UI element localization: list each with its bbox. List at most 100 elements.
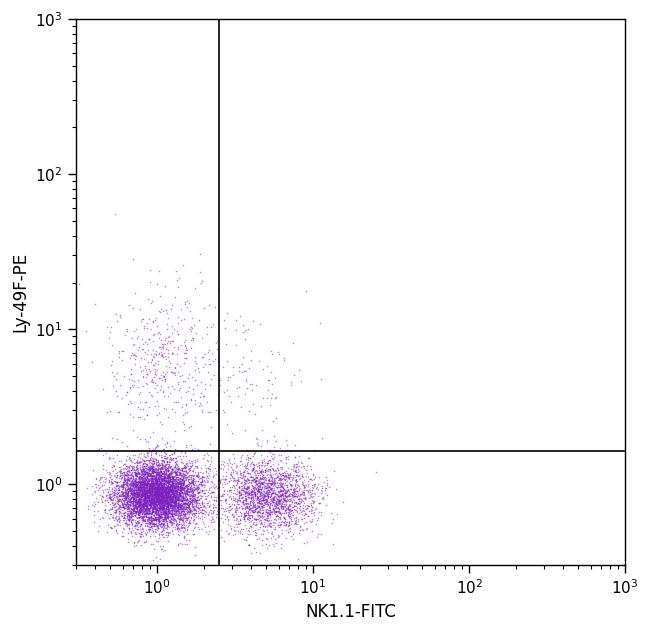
- Point: [146, 450, 157, 460]
- Point: [265, 500, 275, 510]
- Point: [162, 466, 173, 476]
- Point: [139, 485, 150, 495]
- Point: [236, 473, 246, 483]
- Point: [154, 463, 164, 473]
- Point: [173, 492, 183, 502]
- Point: [162, 496, 173, 506]
- Point: [174, 517, 185, 527]
- Point: [152, 470, 162, 480]
- Point: [283, 489, 294, 499]
- Point: [148, 470, 158, 480]
- Point: [148, 502, 159, 512]
- Point: [164, 445, 174, 455]
- Point: [170, 468, 181, 478]
- Point: [168, 485, 179, 495]
- Point: [265, 522, 276, 532]
- Point: [157, 497, 167, 507]
- Point: [170, 506, 180, 516]
- Point: [108, 512, 118, 522]
- Point: [148, 485, 159, 495]
- Point: [194, 487, 204, 497]
- Point: [89, 501, 99, 511]
- Point: [164, 473, 174, 483]
- Point: [157, 483, 167, 494]
- Point: [165, 505, 176, 515]
- Point: [226, 466, 236, 477]
- Point: [144, 497, 155, 507]
- Point: [138, 314, 148, 324]
- Point: [241, 494, 252, 504]
- Point: [177, 516, 188, 526]
- Point: [231, 484, 242, 494]
- Point: [238, 352, 248, 362]
- Point: [98, 513, 109, 523]
- Point: [177, 489, 188, 499]
- Point: [257, 498, 267, 508]
- Point: [140, 489, 151, 499]
- Point: [238, 503, 248, 513]
- Point: [285, 380, 296, 390]
- Point: [285, 526, 295, 536]
- Point: [181, 487, 192, 497]
- Point: [139, 489, 150, 499]
- Point: [192, 380, 202, 390]
- Point: [152, 511, 162, 521]
- Point: [153, 479, 163, 489]
- Point: [112, 489, 122, 499]
- Point: [125, 516, 136, 526]
- Point: [189, 505, 200, 515]
- Point: [151, 480, 162, 490]
- Point: [179, 488, 189, 498]
- Point: [166, 473, 177, 483]
- Point: [306, 508, 317, 518]
- Point: [143, 487, 153, 497]
- Point: [157, 504, 167, 514]
- Point: [141, 501, 151, 511]
- Point: [153, 488, 163, 498]
- Point: [157, 484, 168, 494]
- Point: [116, 511, 127, 521]
- Point: [131, 489, 142, 499]
- Point: [136, 470, 146, 480]
- Point: [248, 486, 259, 496]
- Point: [172, 509, 183, 520]
- Point: [241, 510, 252, 520]
- Point: [291, 477, 301, 487]
- Point: [252, 489, 263, 499]
- Point: [255, 489, 265, 499]
- Point: [126, 477, 136, 487]
- Point: [156, 470, 166, 480]
- Point: [175, 486, 185, 496]
- Point: [166, 480, 176, 490]
- Point: [187, 498, 197, 508]
- Point: [287, 480, 297, 490]
- Point: [188, 477, 198, 487]
- Point: [275, 484, 285, 494]
- Point: [105, 472, 115, 482]
- Point: [133, 487, 143, 497]
- Point: [129, 510, 139, 520]
- Point: [157, 432, 168, 442]
- Point: [168, 529, 178, 539]
- Point: [130, 506, 140, 516]
- Point: [144, 483, 155, 493]
- Point: [241, 475, 252, 485]
- Point: [153, 521, 163, 531]
- Point: [116, 481, 127, 491]
- Point: [144, 480, 154, 490]
- Point: [276, 502, 286, 512]
- Point: [118, 502, 128, 512]
- Point: [259, 497, 270, 507]
- Point: [192, 485, 202, 495]
- Point: [269, 479, 280, 489]
- Point: [153, 495, 164, 506]
- Point: [153, 487, 164, 497]
- Point: [168, 455, 179, 465]
- Point: [153, 493, 163, 503]
- Point: [191, 461, 202, 471]
- Point: [168, 495, 178, 505]
- Point: [154, 500, 164, 510]
- Point: [147, 523, 157, 533]
- Point: [144, 494, 155, 504]
- Point: [115, 502, 125, 512]
